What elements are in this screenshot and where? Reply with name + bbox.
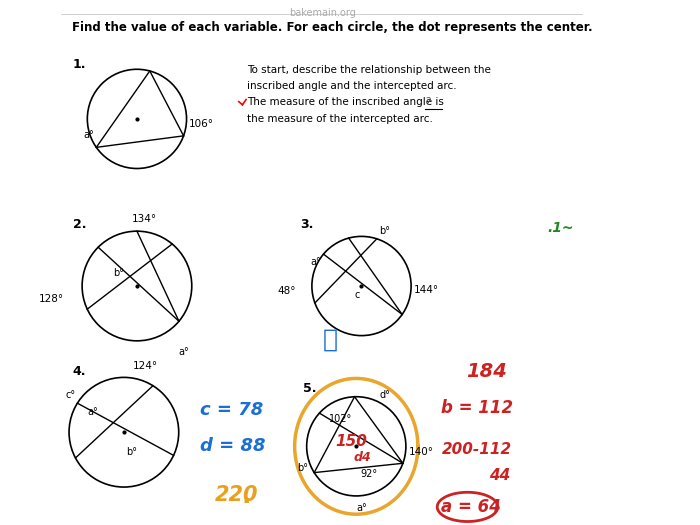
Text: 44: 44: [489, 468, 511, 483]
Text: 3.: 3.: [300, 218, 314, 232]
Text: 200-112: 200-112: [442, 442, 512, 457]
Text: 102°: 102°: [329, 414, 352, 424]
Text: b°: b°: [127, 447, 137, 457]
Text: c = 78: c = 78: [199, 401, 263, 419]
Text: b°: b°: [113, 268, 124, 278]
Text: b = 112: b = 112: [442, 398, 514, 417]
Text: Find the value of each variable. For each circle, the dot represents the center.: Find the value of each variable. For eac…: [71, 21, 592, 34]
Text: a°: a°: [356, 503, 367, 513]
Text: 220: 220: [216, 485, 259, 505]
Text: ?: ?: [425, 98, 430, 108]
Text: The measure of the inscribed angle is: The measure of the inscribed angle is: [246, 98, 450, 108]
Text: 184: 184: [466, 362, 507, 381]
Text: d°: d°: [380, 390, 391, 400]
Text: 4.: 4.: [73, 365, 86, 377]
Text: a°: a°: [178, 347, 189, 357]
Text: 128°: 128°: [38, 294, 64, 304]
Text: a = 64: a = 64: [442, 498, 501, 516]
Text: d = 88: d = 88: [199, 437, 265, 455]
Text: c°: c°: [65, 390, 76, 400]
Text: a°: a°: [310, 257, 321, 267]
Text: .: .: [241, 485, 251, 508]
Text: inscribed angle and the intercepted arc.: inscribed angle and the intercepted arc.: [246, 81, 456, 91]
Text: 140°: 140°: [409, 447, 433, 457]
Text: To start, describe the relationship between the: To start, describe the relationship betw…: [246, 65, 491, 75]
Text: 134°: 134°: [132, 214, 158, 224]
Text: 92°: 92°: [360, 469, 377, 479]
Text: .1~: .1~: [547, 220, 573, 235]
Text: 2.: 2.: [73, 218, 86, 232]
Text: 144°: 144°: [414, 285, 439, 295]
Text: a°: a°: [88, 407, 99, 417]
Text: bakemain.org: bakemain.org: [289, 8, 356, 18]
Text: b°: b°: [379, 226, 391, 236]
Text: b°: b°: [297, 464, 308, 474]
Text: c: c: [355, 290, 360, 300]
Text: 106°: 106°: [188, 119, 214, 129]
Text: 48°: 48°: [278, 286, 296, 296]
Text: the measure of the intercepted arc.: the measure of the intercepted arc.: [246, 114, 433, 124]
Text: 1.: 1.: [73, 58, 86, 70]
Text: 124°: 124°: [133, 361, 158, 371]
Text: d4: d4: [354, 452, 372, 464]
Text: 150: 150: [335, 434, 367, 448]
Text: 木: 木: [323, 328, 337, 352]
Text: 5.: 5.: [303, 382, 316, 395]
Text: a°: a°: [83, 130, 94, 140]
